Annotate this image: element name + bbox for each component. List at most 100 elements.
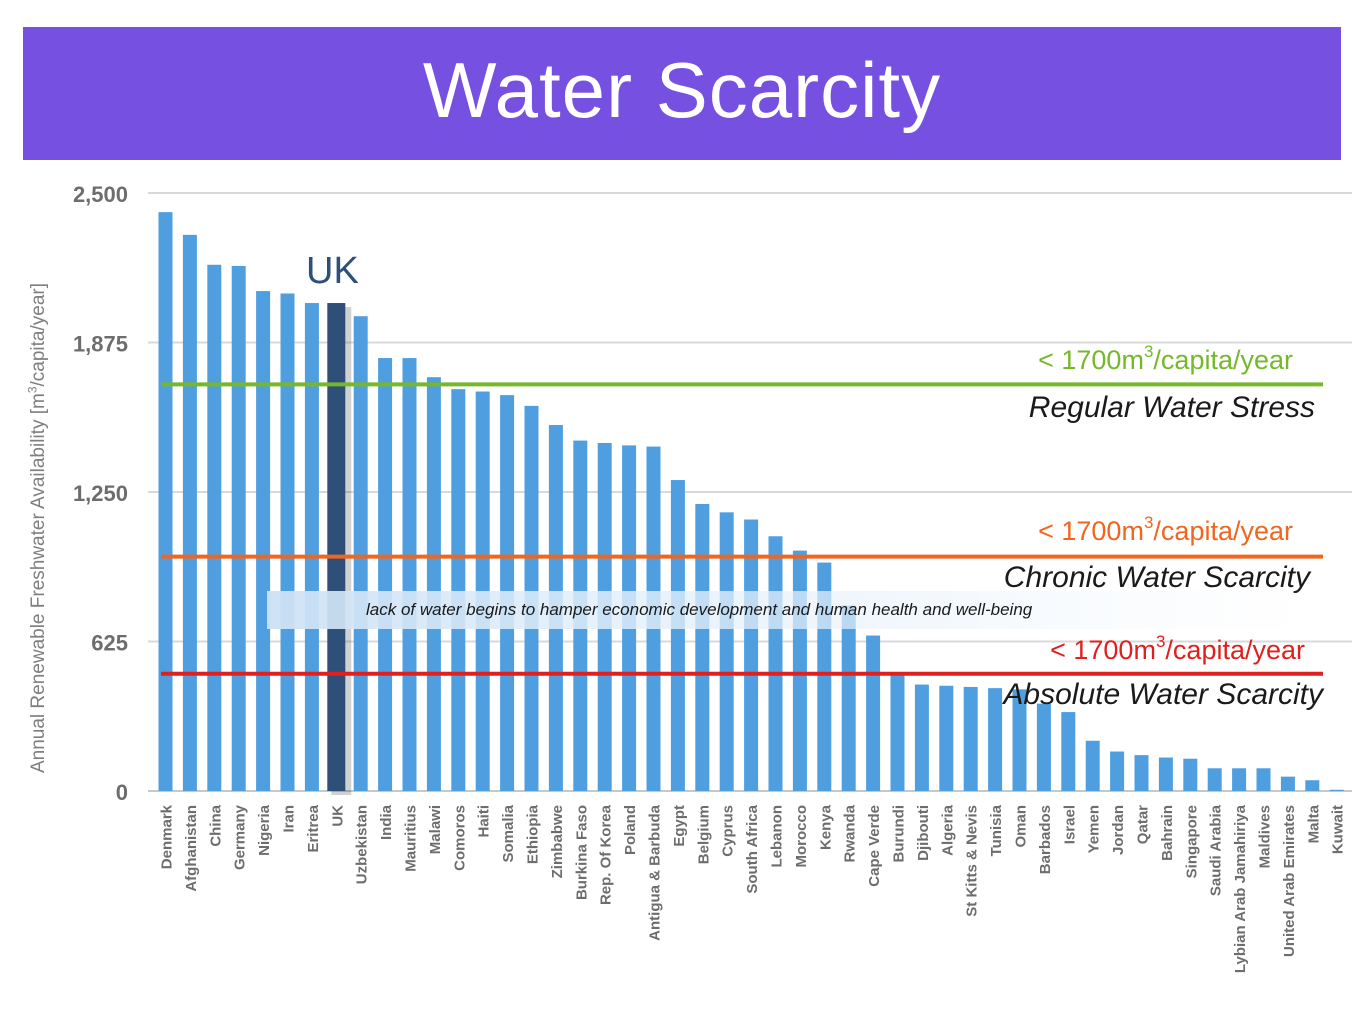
x-tick-label: Algeria (939, 804, 956, 856)
x-tick-label: Yemen (1086, 805, 1103, 853)
chronic-note: lack of water begins to hamper economic … (366, 600, 1033, 619)
x-tick-label: Oman (1013, 805, 1030, 848)
highlight-label: UK (306, 250, 359, 292)
x-tick-label: Uzbekistan (354, 805, 371, 884)
bar-bahrain (1158, 757, 1173, 791)
y-tick-label: 0 (116, 780, 128, 805)
y-tick-label: 2,500 (73, 182, 128, 207)
bar-lebanon (768, 536, 783, 791)
x-tick-label: Bahrain (1159, 805, 1176, 861)
x-tick-label: Germany (232, 804, 249, 870)
bar-burundi (890, 672, 905, 791)
x-axis-labels: Denmark Afghanistan China Germany Nigeria Ira… (159, 804, 1347, 973)
x-tick-label: Morocco (793, 805, 810, 868)
bar-china (207, 264, 222, 791)
bar-israel (1061, 712, 1076, 791)
x-tick-label: Belgium (695, 805, 712, 864)
bar-cyprus (719, 512, 734, 791)
y-tick-label: 1,875 (73, 332, 128, 357)
bar-germany (231, 265, 246, 791)
x-tick-label: Egypt (671, 805, 688, 847)
bar-uk (327, 303, 346, 791)
x-tick-label: Kuwait (1330, 805, 1347, 854)
x-tick-label: Iran (281, 805, 298, 833)
bar-comoros (451, 389, 466, 791)
x-tick-label: Burkina Faso (573, 805, 590, 900)
stress-threshold-text: < 1700m3/capita/year (1038, 342, 1293, 375)
bar-djibouti (914, 684, 929, 791)
bar-south-africa (744, 519, 759, 791)
page-title: Water Scarcity (422, 46, 942, 134)
x-tick-label: Israel (1061, 805, 1078, 844)
bar-belgium (695, 503, 710, 791)
bar-jordan (1110, 751, 1125, 791)
x-tick-label: India (378, 804, 395, 840)
bar-barbados (1036, 703, 1051, 791)
bar-kuwait (1329, 789, 1344, 791)
x-tick-label: Maldives (1257, 805, 1274, 868)
bar-tunisia (988, 688, 1003, 791)
x-tick-label: Comoros (451, 805, 468, 871)
bar-morocco (792, 550, 807, 791)
x-tick-label: Cape Verde (866, 805, 883, 887)
x-tick-label: UK (329, 805, 346, 827)
bar-saudi-arabia (1207, 768, 1222, 791)
x-tick-label: South Africa (744, 804, 761, 893)
bar-qatar (1134, 755, 1149, 791)
bar-afghanistan (182, 234, 197, 792)
x-tick-label: Rep. Of Korea (598, 804, 615, 905)
bar-yemen (1085, 740, 1100, 791)
x-tick-label: Mauritius (403, 805, 420, 872)
x-tick-label: Ethiopia (525, 804, 542, 864)
x-tick-label: United Arab Emirates (1281, 805, 1298, 957)
chronic-category-label: Chronic Water Scarcity (1003, 561, 1310, 594)
x-tick-label: China (207, 804, 224, 846)
x-tick-label: Malawi (427, 805, 444, 854)
x-tick-label: Cyprus (720, 805, 737, 857)
x-tick-label: Qatar (1135, 805, 1152, 844)
bar-rwanda (841, 605, 856, 791)
x-tick-label: Eritrea (305, 804, 322, 852)
bar-nigeria (256, 291, 271, 791)
x-tick-label: Afghanistan (183, 805, 200, 892)
y-axis-ticks: 0 625 1,250 1,875 2,500 (73, 182, 128, 805)
x-tick-label: Singapore (1183, 805, 1200, 878)
bar-eritrea (304, 303, 319, 791)
x-tick-label: Saudi Arabia (1208, 804, 1225, 896)
x-tick-label: Denmark (159, 804, 176, 869)
x-tick-label: Barbados (1037, 805, 1054, 874)
x-tick-label: Djibouti (915, 805, 932, 861)
x-tick-label: Malta (1305, 804, 1322, 843)
y-axis-title-text: Annual Renewable Freshwater Availability… (26, 282, 50, 774)
absolute-threshold-text: < 1700m3/capita/year (1050, 632, 1305, 665)
chronic-threshold-label: < 1700m3/capita/year (1038, 513, 1293, 547)
absolute-category-label: Absolute Water Scarcity (1003, 678, 1323, 711)
x-tick-label: Rwanda (842, 804, 859, 862)
bar-iran (280, 293, 295, 791)
x-tick-label: Zimbabwe (549, 805, 566, 878)
absolute-threshold-label: < 1700m3/capita/year (1050, 632, 1305, 666)
stress-threshold-label: < 1700m3/capita/year (1038, 342, 1293, 376)
x-tick-label: Jordan (1110, 805, 1127, 855)
y-axis-title: Annual Renewable Freshwater Availability… (26, 178, 50, 878)
note-highlight-band (267, 591, 1307, 629)
x-tick-label: Lebanon (769, 805, 786, 868)
x-tick-label: Antigua & Barbuda (647, 804, 664, 940)
bar-oman (1012, 689, 1027, 791)
y-tick-label: 625 (91, 631, 128, 656)
title-banner: Water Scarcity (23, 27, 1341, 160)
bar-st-kitts-nevis (963, 686, 978, 791)
bar-algeria (939, 685, 954, 791)
x-tick-label: Somalia (500, 804, 517, 862)
bar-united-arab-emirates (1280, 776, 1295, 791)
bar-cape-verde (866, 635, 881, 791)
bar-malta (1305, 780, 1320, 791)
bar-maldives (1256, 768, 1271, 791)
bar-mauritius (402, 358, 417, 791)
y-tick-label: 1,250 (73, 481, 128, 506)
bar-malawi (426, 377, 441, 791)
x-tick-label: Nigeria (256, 804, 273, 856)
bar-uzbekistan (353, 316, 368, 791)
x-tick-label: Tunisia (988, 804, 1005, 856)
